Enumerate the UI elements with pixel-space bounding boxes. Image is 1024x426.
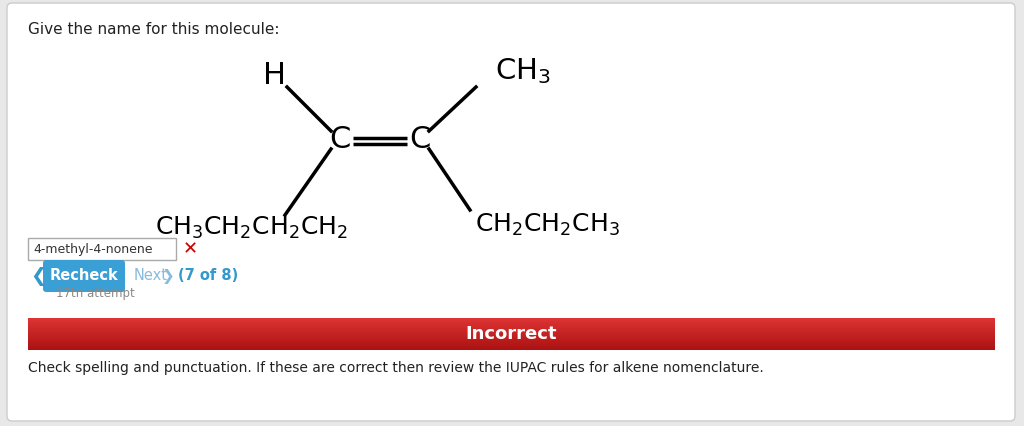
FancyBboxPatch shape bbox=[43, 260, 125, 292]
Text: ❯: ❯ bbox=[162, 268, 174, 283]
Bar bbox=[28, 334, 995, 335]
Bar bbox=[28, 345, 995, 346]
Text: CH$_3$CH$_2$CH$_2$CH$_2$: CH$_3$CH$_2$CH$_2$CH$_2$ bbox=[155, 215, 348, 241]
Text: C: C bbox=[330, 126, 350, 155]
Text: CH$_3$: CH$_3$ bbox=[495, 56, 551, 86]
Bar bbox=[28, 339, 995, 340]
FancyBboxPatch shape bbox=[28, 238, 176, 260]
Bar bbox=[28, 328, 995, 329]
Bar bbox=[28, 318, 995, 319]
Bar bbox=[28, 340, 995, 341]
Bar bbox=[28, 349, 995, 350]
Text: H: H bbox=[263, 60, 287, 89]
Bar bbox=[28, 327, 995, 328]
Text: ✕: ✕ bbox=[182, 240, 198, 258]
Bar bbox=[28, 325, 995, 326]
Bar bbox=[28, 336, 995, 337]
Bar bbox=[28, 335, 995, 336]
Text: Next: Next bbox=[134, 268, 168, 283]
Bar bbox=[28, 319, 995, 320]
FancyBboxPatch shape bbox=[7, 3, 1015, 421]
Bar bbox=[28, 333, 995, 334]
Bar bbox=[28, 337, 995, 338]
Bar bbox=[28, 343, 995, 344]
Text: (7 of 8): (7 of 8) bbox=[178, 268, 239, 283]
Text: Give the name for this molecule:: Give the name for this molecule: bbox=[28, 22, 280, 37]
Text: ❮: ❮ bbox=[30, 267, 46, 285]
Bar bbox=[28, 348, 995, 349]
Bar bbox=[28, 346, 995, 347]
Text: Incorrect: Incorrect bbox=[466, 325, 557, 343]
Text: 17th attempt: 17th attempt bbox=[56, 288, 135, 300]
Text: Recheck: Recheck bbox=[49, 268, 119, 283]
Bar bbox=[28, 324, 995, 325]
Text: Check spelling and punctuation. If these are correct then review the IUPAC rules: Check spelling and punctuation. If these… bbox=[28, 361, 764, 375]
Bar bbox=[28, 323, 995, 324]
Bar bbox=[28, 326, 995, 327]
Bar bbox=[28, 320, 995, 321]
Bar bbox=[28, 341, 995, 342]
Bar bbox=[28, 331, 995, 332]
Text: 4-methyl-4-nonene: 4-methyl-4-nonene bbox=[33, 242, 153, 256]
Bar bbox=[28, 329, 995, 330]
Bar bbox=[28, 322, 995, 323]
Bar bbox=[28, 342, 995, 343]
Bar bbox=[28, 321, 995, 322]
Text: CH$_2$CH$_2$CH$_3$: CH$_2$CH$_2$CH$_3$ bbox=[475, 212, 620, 238]
Bar bbox=[28, 332, 995, 333]
Text: C: C bbox=[410, 126, 431, 155]
Bar bbox=[28, 347, 995, 348]
Bar bbox=[28, 330, 995, 331]
Bar bbox=[28, 338, 995, 339]
Bar bbox=[28, 344, 995, 345]
